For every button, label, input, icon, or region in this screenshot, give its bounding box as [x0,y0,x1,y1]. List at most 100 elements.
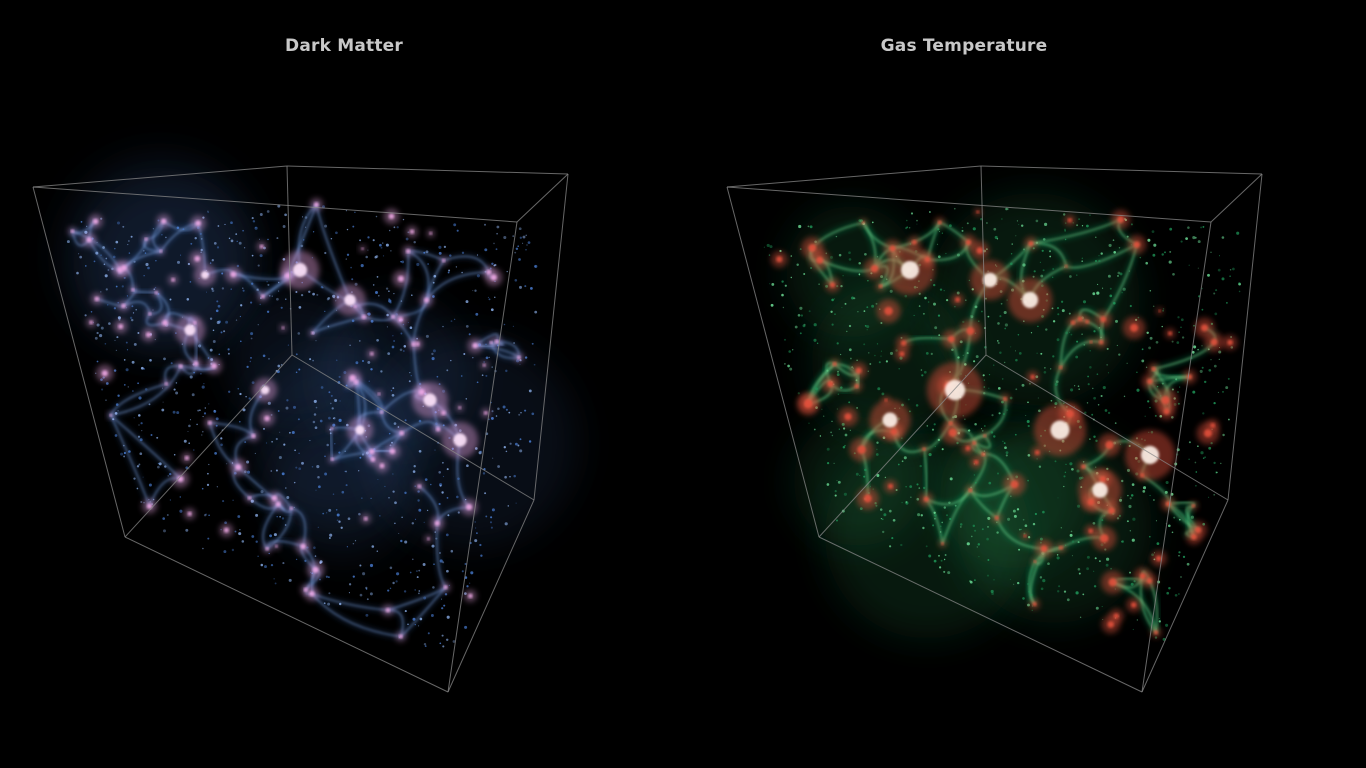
dark-matter-halo [146,503,153,509]
gas-temperature-halo [1021,291,1039,309]
gas-temperature-particle [1075,591,1079,595]
dark-matter-halo [193,361,199,366]
gas-temperature-particle [1070,530,1073,533]
dark-matter-particle [114,434,118,437]
gas-temperature-halo [944,379,966,401]
dark-matter-particle [175,391,179,395]
dark-matter-particle [402,218,405,221]
gas-temperature-particle [875,453,879,456]
dark-matter-halo [281,326,285,330]
dark-matter-halo [361,314,366,320]
dark-matter-particle [86,225,88,227]
gas-temperature-particle [1180,326,1182,328]
dark-matter-particle [438,471,441,474]
gas-temperature-halo [947,335,955,343]
dark-matter-particle [191,393,195,397]
dark-matter-particle [531,412,535,416]
gas-temperature-particle [851,296,854,300]
gas-temperature-particle [1193,324,1195,327]
gas-temperature-particle [993,435,996,438]
gas-temperature-particle [837,393,840,396]
dark-matter-particle [183,439,187,443]
dark-matter-particle [490,526,493,529]
dark-matter-halo [131,288,135,292]
gas-temperature-particle [936,243,939,245]
dark-matter-particle [187,262,191,266]
gas-temperature-particle [1232,267,1235,271]
dark-matter-particle [201,385,205,389]
gas-temperature-particle [1056,338,1060,342]
dark-matter-particle [231,548,235,552]
gas-temperature-halo [1227,339,1233,346]
gas-temperature-particle [1238,290,1241,293]
gas-temperature-particle [1015,388,1018,391]
gas-temperature-halo [1131,602,1137,608]
dark-matter-halo [312,566,319,573]
dark-matter-particle [298,452,300,455]
gas-temperature-particle [1167,524,1171,528]
dark-matter-particle [257,264,260,267]
gas-temperature-particle [941,448,944,451]
dark-matter-particle [476,254,479,256]
dark-matter-particle [220,437,223,440]
dark-matter-particle [418,419,422,423]
gas-temperature-particle [933,283,936,287]
dark-matter-particle [216,486,218,488]
gas-temperature-particle [1095,606,1099,610]
dark-matter-particle [281,472,285,476]
gas-temperature-particle [1164,251,1166,254]
dark-matter-particle [279,431,281,433]
dark-matter-particle [466,585,469,588]
gas-temperature-particle [974,529,977,532]
dark-matter-particle [100,254,102,256]
gas-temperature-particle [1018,528,1021,531]
gas-temperature-halo [976,247,984,254]
dark-matter-particle [311,466,314,468]
gas-temperature-particle [1032,275,1035,278]
gas-temperature-particle [939,531,942,533]
gas-temperature-particle [962,354,964,356]
gas-temperature-particle [1161,325,1163,328]
gas-temperature-particle [981,310,983,313]
gas-temperature-particle [763,246,765,248]
gas-temperature-particle [1092,292,1096,296]
dark-matter-particle [407,322,409,324]
dark-matter-particle [489,521,493,524]
dark-matter-particle [222,500,225,503]
gas-temperature-particle [1047,562,1050,566]
gas-temperature-particle [931,428,935,431]
gas-temperature-particle [831,420,833,422]
dark-matter-halo [261,294,265,299]
dark-matter-particle [259,254,263,258]
gas-temperature-particle [1229,275,1231,278]
gas-temperature-particle [987,526,989,528]
dark-matter-particle [121,285,124,288]
gas-temperature-particle [878,361,881,364]
gas-temperature-particle [1182,555,1186,559]
dark-matter-particle [495,415,498,417]
dark-matter-particle [203,383,205,385]
gas-temperature-particle [964,418,966,420]
dark-matter-particle [407,623,409,626]
dark-matter-filament-glow [109,382,167,417]
gas-temperature-particle [1077,568,1081,571]
gas-temperature-particle [1078,572,1081,575]
gas-temperature-particle [1226,302,1228,304]
gas-temperature-particle [1145,366,1148,368]
dark-matter-halo [259,244,264,249]
gas-temperature-particle [864,468,867,472]
dark-matter-halo [93,218,99,224]
gas-temperature-particle [838,428,841,431]
gas-temperature-particle [769,283,771,285]
gas-temperature-particle [877,387,881,391]
gas-temperature-particle [1222,433,1225,437]
dark-matter-particle [480,554,483,557]
gas-temperature-particle [954,306,956,308]
gas-temperature-particle [1142,490,1146,493]
dark-matter-particle [335,231,338,235]
dark-matter-particle [446,497,449,499]
dark-matter-particle [161,408,165,412]
dark-matter-particle [441,598,443,600]
dark-matter-particle [515,502,517,504]
gas-temperature-halo [1059,365,1063,370]
